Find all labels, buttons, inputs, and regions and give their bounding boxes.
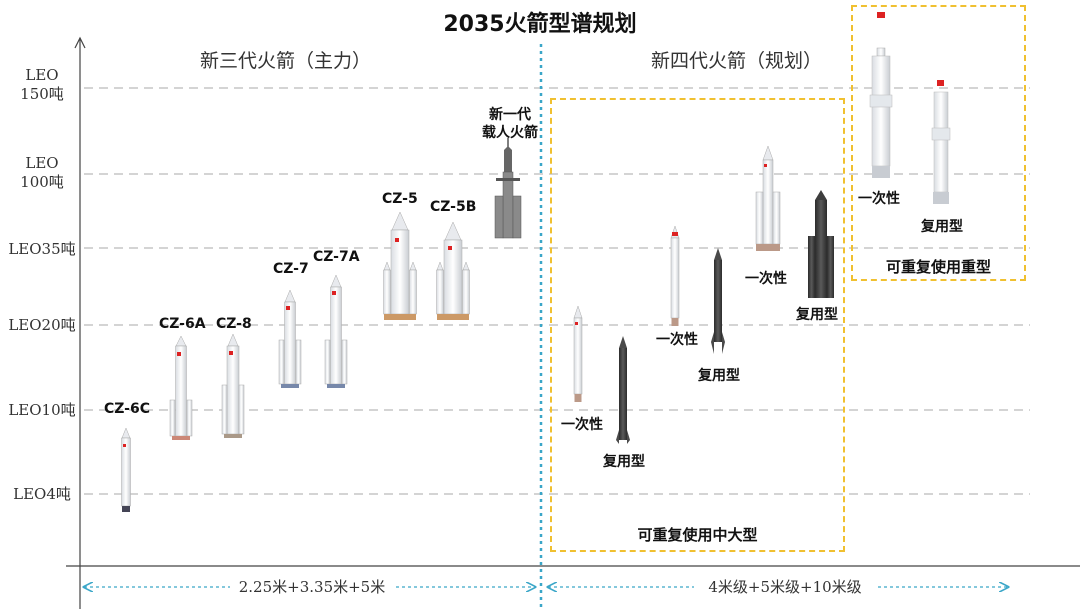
rocket-gen4-medium-reusable	[711, 248, 725, 354]
section-gen4: 新四代火箭（规划）	[651, 50, 823, 72]
label-gen4-large-expendable: 一次性	[745, 271, 787, 287]
rocket-gen4-large-reusable	[808, 190, 834, 298]
label-gen4-small-reusable: 复用型	[603, 454, 645, 470]
rocket-gen4-heavy-reusable	[931, 80, 951, 204]
page-title: 2035火箭型谱规划	[443, 12, 637, 37]
label-cz6c: CZ-6C	[104, 401, 151, 417]
gridlines	[84, 87, 1030, 495]
rocket-gen4-medium-expendable	[670, 225, 680, 326]
diameter-label-gen4: 4米级+5米级+10米级	[694, 576, 876, 597]
y-label-leo20: LEO20吨	[8, 316, 76, 334]
rocket-gen4-small-reusable	[616, 336, 630, 444]
y-label-leo100: LEO 100吨	[20, 154, 64, 191]
label-gen4-medium-expendable: 一次性	[656, 332, 698, 348]
label-cz6a: CZ-6A	[159, 316, 206, 332]
label-cz5: CZ-5	[382, 191, 418, 207]
box-reusable-medium-large	[550, 98, 845, 552]
label-cz8: CZ-8	[216, 316, 252, 332]
box-label-medium-large: 可重复使用中大型	[637, 526, 758, 544]
label-cz7a: CZ-7A	[313, 249, 360, 265]
diameter-label-gen3: 2.25米+3.35米+5米	[230, 576, 394, 597]
rocket-cz5	[383, 211, 417, 320]
rocket-cz8	[221, 333, 245, 438]
rocket-gen4-large-expendable	[755, 145, 781, 251]
rocket-cz6c	[121, 427, 131, 512]
label-cz7: CZ-7	[273, 261, 309, 277]
y-label-leo150: LEO 150吨	[20, 66, 64, 103]
label-cz5b: CZ-5B	[430, 199, 477, 215]
label-gen4-heavy-expendable: 一次性	[858, 191, 900, 207]
label-new-crewed: 新一代 载人火箭	[482, 107, 538, 141]
rocket-cz6a	[169, 335, 193, 440]
y-label-leo35: LEO35吨	[8, 240, 76, 258]
box-reusable-heavy	[851, 5, 1026, 281]
label-gen4-medium-reusable: 复用型	[698, 368, 740, 384]
rocket-cz5b	[436, 221, 470, 320]
rocket-cz7a	[324, 274, 348, 388]
y-label-leo4: LEO4吨	[13, 485, 71, 503]
label-gen4-small-expendable: 一次性	[561, 417, 603, 433]
rocket-cz7	[278, 289, 302, 388]
box-label-heavy: 可重复使用重型	[885, 258, 991, 276]
y-axis-arrow	[74, 36, 86, 49]
rocket-gen4-small-expendable	[573, 305, 583, 402]
label-gen4-large-reusable: 复用型	[796, 307, 838, 323]
rocket-gen4-heavy-expendable	[869, 12, 893, 178]
label-gen4-heavy-reusable: 复用型	[921, 219, 963, 235]
section-gen3: 新三代火箭（主力）	[200, 50, 372, 72]
y-label-leo10: LEO10吨	[8, 401, 76, 419]
rocket-new-crewed	[494, 138, 522, 239]
